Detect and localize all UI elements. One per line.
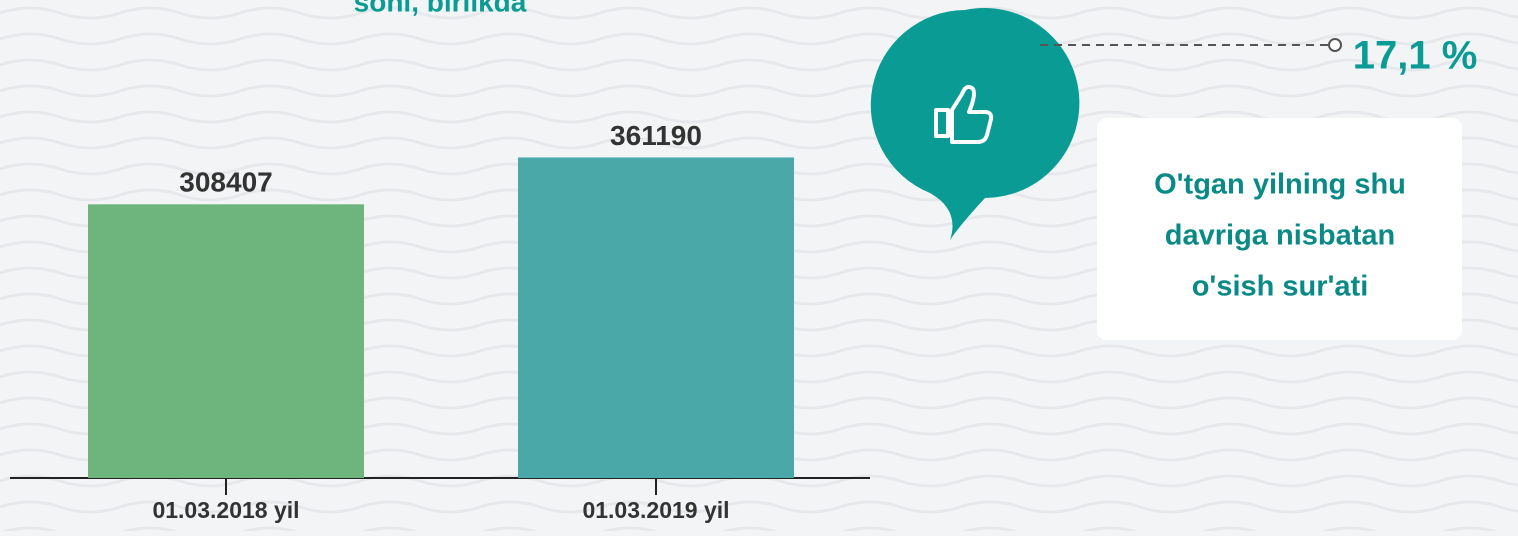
x-tick-label: 01.03.2019 yil bbox=[582, 497, 729, 523]
note-box bbox=[1097, 118, 1462, 340]
note-line: o'sish sur'ati bbox=[1192, 271, 1369, 303]
value-label: 361190 bbox=[610, 120, 702, 151]
growth-label: 17,1 % bbox=[1353, 34, 1478, 78]
x-tick-label: 01.03.2018 yil bbox=[152, 497, 299, 523]
note-line: O'tgan yilning shu bbox=[1154, 169, 1406, 201]
speech-bubble bbox=[870, 8, 1080, 241]
value-label: 308407 bbox=[179, 167, 272, 198]
connector-dot bbox=[1328, 38, 1342, 52]
bar bbox=[518, 157, 794, 478]
chart-title: soni, birlikda bbox=[354, 0, 527, 17]
bar bbox=[88, 204, 364, 478]
note-line: davriga nisbatan bbox=[1165, 220, 1395, 252]
